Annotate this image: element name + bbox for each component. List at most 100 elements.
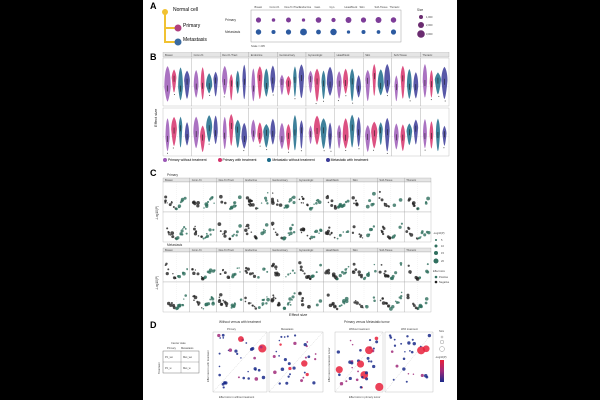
outlier bbox=[409, 100, 411, 102]
volcano-point bbox=[308, 206, 313, 211]
scatter-point bbox=[393, 338, 396, 341]
volcano-point bbox=[235, 234, 238, 237]
sub-header-1: Primary bbox=[227, 327, 237, 331]
volcano-point bbox=[335, 277, 339, 281]
scatter-point bbox=[417, 346, 426, 355]
volcano-point bbox=[251, 203, 255, 207]
volcano-point bbox=[172, 276, 176, 280]
violin bbox=[326, 66, 334, 96]
panel-d-header-right: Primary versus Metastatic tumor bbox=[344, 320, 391, 324]
group-label-metastasis: Metastasis bbox=[167, 243, 183, 247]
volcano-point bbox=[176, 275, 180, 278]
volcano-point bbox=[287, 273, 290, 276]
volcano-point bbox=[306, 203, 309, 206]
volcano-point bbox=[231, 275, 235, 279]
volcano-point bbox=[194, 269, 197, 271]
panel-d-ylabel-right: Effect size in metastatic tumor bbox=[327, 347, 331, 382]
outlier bbox=[337, 100, 339, 102]
primary-dot bbox=[286, 17, 291, 23]
volcano-point bbox=[250, 231, 253, 233]
volcano-point bbox=[196, 272, 200, 276]
panel-label-c: C bbox=[150, 168, 157, 178]
volcano-point bbox=[197, 303, 200, 306]
scatter-point bbox=[400, 342, 403, 345]
volcano-point bbox=[270, 199, 275, 203]
volcano-point bbox=[391, 236, 394, 239]
scatter-point bbox=[242, 376, 246, 380]
violin bbox=[279, 122, 285, 149]
facet-label: Skin bbox=[353, 178, 359, 182]
volcano-point bbox=[365, 305, 367, 307]
volcano-point bbox=[386, 274, 390, 278]
volcano-point bbox=[220, 200, 224, 204]
scatter-point bbox=[375, 382, 384, 392]
volcano-point bbox=[426, 263, 429, 266]
volcano-point bbox=[299, 228, 303, 232]
scatter-point bbox=[420, 373, 424, 378]
volcano-point bbox=[373, 263, 376, 266]
column-label: Conn./O. bbox=[270, 5, 281, 9]
scatter-point bbox=[338, 373, 341, 377]
scatter-point bbox=[336, 350, 341, 354]
scatter-point bbox=[367, 360, 370, 363]
scatter-point bbox=[221, 382, 225, 386]
schema-cell-2: Met_wo bbox=[183, 355, 193, 359]
volcano-point bbox=[223, 300, 227, 304]
panel-c-ylabel-1: -Log10(P) bbox=[155, 206, 159, 220]
volcano-point bbox=[182, 227, 184, 230]
node-normal: Normal cell bbox=[173, 7, 199, 13]
scatter-point bbox=[283, 358, 287, 362]
primary-dot bbox=[331, 17, 336, 23]
metastasis-dot bbox=[285, 29, 292, 35]
scatter-point bbox=[392, 378, 395, 381]
volcano-point bbox=[244, 300, 247, 303]
volcano-point bbox=[344, 200, 348, 204]
outlier bbox=[386, 95, 388, 97]
volcano-point bbox=[222, 233, 224, 235]
volcano-point bbox=[286, 303, 290, 306]
schema-col-met: Metastasis bbox=[181, 346, 194, 350]
facet-label: Endocrine bbox=[245, 248, 257, 252]
facet-label: Dev./O./Tract bbox=[219, 178, 234, 182]
outlier bbox=[315, 103, 317, 105]
volcano-point bbox=[170, 301, 173, 305]
volcano-point bbox=[372, 225, 376, 228]
volcano-point bbox=[380, 230, 384, 234]
volcano-point bbox=[399, 261, 403, 265]
violin bbox=[164, 66, 171, 102]
volcano-point bbox=[272, 296, 275, 299]
scatter-point bbox=[259, 345, 263, 349]
scatter-point bbox=[359, 386, 363, 389]
column-label: Endocrine bbox=[300, 5, 312, 9]
scatter-point bbox=[238, 336, 244, 342]
scatter-point bbox=[253, 356, 256, 360]
facet-strip bbox=[420, 52, 450, 58]
sub-header-2: Metastasis bbox=[281, 327, 294, 331]
volcano-point bbox=[378, 270, 382, 274]
scatter-point bbox=[254, 377, 259, 381]
volcano-point bbox=[246, 223, 250, 228]
volcano-point bbox=[424, 297, 429, 301]
facet-label: Soft-Tissue bbox=[379, 178, 393, 182]
volcano-point bbox=[334, 275, 336, 277]
volcano-point bbox=[217, 222, 222, 226]
normal-cell-icon bbox=[162, 9, 168, 15]
volcano-point bbox=[194, 225, 196, 228]
volcano-point bbox=[343, 203, 346, 206]
volcano-point bbox=[172, 205, 175, 208]
volcano-point bbox=[427, 231, 431, 235]
volcano-point bbox=[361, 237, 364, 239]
volcano-point bbox=[226, 275, 231, 279]
facet-label: Soft-Tissue bbox=[394, 53, 408, 57]
volcano-point bbox=[201, 307, 203, 309]
volcano-point bbox=[179, 201, 182, 204]
volcano-point bbox=[264, 196, 268, 200]
metastasis-dot bbox=[300, 28, 307, 36]
volcano-point bbox=[293, 292, 296, 295]
metastasis-dot bbox=[346, 30, 351, 34]
legend-primary-w: Primary with treatment bbox=[222, 158, 257, 162]
volcano-point bbox=[395, 301, 399, 304]
volcano-point bbox=[306, 234, 309, 237]
volcano-point bbox=[393, 234, 396, 237]
volcano-point bbox=[193, 232, 198, 236]
